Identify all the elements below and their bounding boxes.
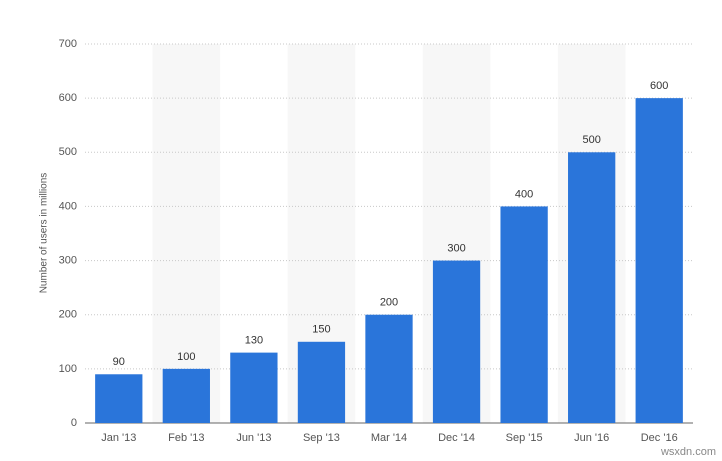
data-label: 500	[582, 134, 600, 146]
x-tick-label: Jan '13	[101, 432, 136, 444]
bar	[162, 368, 210, 423]
x-tick-label: Dec '16	[641, 432, 678, 444]
y-tick-label: 300	[59, 254, 77, 266]
x-tick-label: Dec '14	[438, 432, 475, 444]
data-label: 200	[380, 297, 398, 309]
bar	[365, 314, 413, 423]
data-label: 130	[245, 335, 263, 347]
watermark: wsxdn.com	[660, 446, 716, 458]
x-tick-label: Jun '16	[574, 432, 609, 444]
y-tick-label: 400	[59, 200, 77, 212]
bar	[568, 152, 616, 424]
x-tick-label: Jun '13	[236, 432, 271, 444]
data-label: 150	[312, 324, 330, 336]
x-tick-label: Feb '13	[168, 432, 204, 444]
y-axis-label: Number of users in millions	[39, 173, 50, 294]
y-tick-label: 0	[71, 417, 77, 429]
bar	[432, 260, 481, 423]
bar	[635, 98, 683, 424]
x-tick-label: Sep '13	[303, 432, 340, 444]
bar	[230, 352, 278, 423]
band-shade	[152, 44, 221, 423]
y-tick-label: 500	[59, 146, 77, 158]
data-label: 400	[515, 188, 533, 200]
data-label: 600	[650, 80, 668, 92]
y-tick-label: 200	[59, 309, 77, 321]
x-tick-label: Mar '14	[371, 432, 407, 444]
bar	[95, 374, 143, 423]
bar	[297, 341, 346, 423]
data-label: 100	[177, 351, 195, 363]
data-label: 300	[447, 242, 465, 254]
bar	[500, 206, 548, 423]
x-tick-label: Sep '15	[506, 432, 543, 444]
data-label: 90	[113, 356, 125, 368]
y-tick-label: 100	[59, 363, 77, 375]
y-tick-label: 700	[59, 38, 77, 50]
y-tick-label: 600	[59, 92, 77, 104]
